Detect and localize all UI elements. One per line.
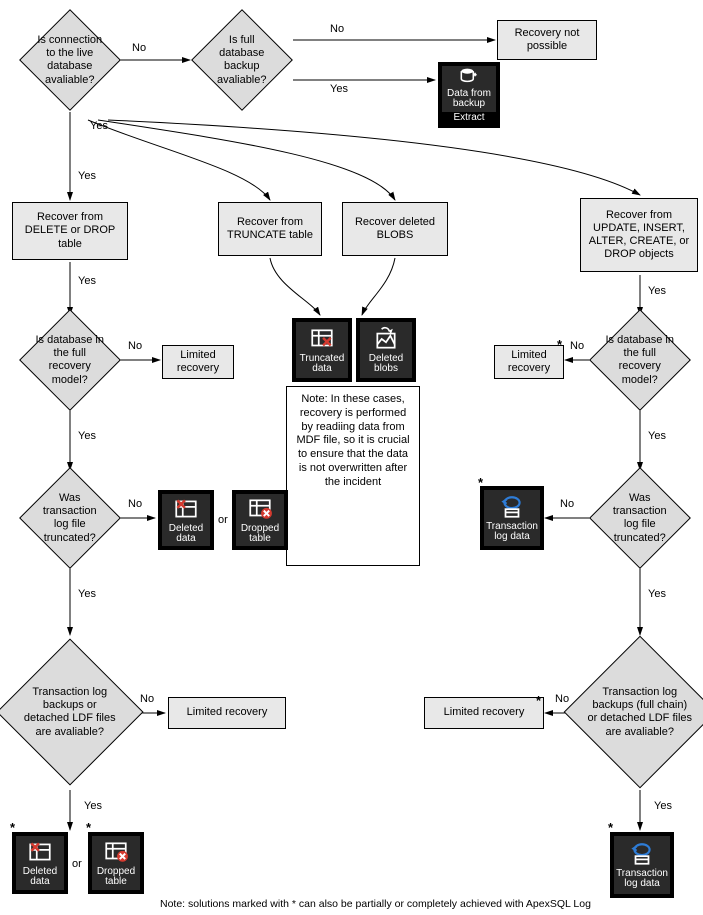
edge-no: No (555, 693, 569, 705)
edge-yes: Yes (78, 588, 96, 600)
edge-yes: Yes (648, 588, 666, 600)
decision-tlb-left-label: Transaction log backups or detached LDF … (19, 686, 121, 739)
icon-deleted-data-1-label: Deleted data (162, 524, 210, 545)
decision-backup: Is full database backup avaliable? (191, 9, 293, 111)
decision-fullmodel-right: Is database in the full recovery model? (589, 309, 691, 411)
icon-truncated-data-label: Truncated data (296, 354, 348, 375)
table-remove-icon (103, 839, 129, 865)
decision-tlb-right: Transaction log backups (full chain) or … (564, 636, 703, 789)
decision-backup-label: Is full database backup avaliable? (207, 34, 277, 87)
icon-dropped-table-2-label: Dropped table (92, 867, 140, 888)
decision-fullmodel-left: Is database in the full recovery model? (19, 309, 121, 411)
transaction-log-icon (629, 841, 655, 867)
limited-recovery-2-label: Limited recovery (187, 706, 268, 719)
or-label: or (72, 858, 82, 870)
asterisk: * (536, 693, 541, 708)
table-x-icon (309, 326, 335, 352)
footnote-text: Note: solutions marked with * can also b… (160, 898, 591, 910)
decision-connection: Is connection to the live database avali… (19, 9, 121, 111)
icon-extract: Data from backup Extract (438, 62, 500, 128)
icon-dropped-table-1-label: Dropped table (236, 524, 284, 545)
path-truncate: Recover from TRUNCATE table (218, 202, 322, 256)
path-delete-drop: Recover from DELETE or DROP table (12, 202, 128, 260)
or-label: or (218, 514, 228, 526)
terminal-not-possible-label: Recovery not possible (502, 27, 592, 53)
edge-no: No (560, 498, 574, 510)
asterisk: * (478, 475, 483, 490)
path-blobs-label: Recover deleted BLOBS (347, 216, 443, 242)
path-truncate-label: Recover from TRUNCATE table (223, 216, 317, 242)
table-remove-icon (247, 496, 273, 522)
icon-txlog-1: Transaction log data (480, 486, 544, 550)
limited-recovery-1: Limited recovery (162, 345, 234, 379)
decision-fullmodel-left-label: Is database in the full recovery model? (35, 334, 105, 387)
decision-truncated-left: Was transaction log file truncated? (19, 467, 121, 569)
image-reload-icon (373, 326, 399, 352)
footnote: Note: solutions marked with * can also b… (160, 898, 591, 910)
icon-txlog-2-label: Transaction log data (614, 869, 670, 890)
icon-deleted-blobs: Deleted blobs (356, 318, 416, 382)
decision-connection-label: Is connection to the live database avali… (35, 34, 105, 87)
icon-extract-label: Data from backup (442, 89, 496, 110)
decision-truncated-right: Was transaction log file truncated? (589, 467, 691, 569)
terminal-not-possible: Recovery not possible (497, 20, 597, 60)
decision-tlb-right-label: Transaction log backups (full chain) or … (587, 686, 693, 739)
mdf-note-text: Note: In these cases, recovery is perfor… (296, 393, 409, 488)
edge-no: No (128, 498, 142, 510)
edge-yes: Yes (78, 275, 96, 287)
path-update: Recover from UPDATE, INSERT, ALTER, CREA… (580, 198, 698, 272)
edge-yes: Yes (654, 800, 672, 812)
edge-yes: Yes (90, 120, 108, 132)
limited-recovery-4: Limited recovery (424, 697, 544, 729)
limited-recovery-1-label: Limited recovery (167, 349, 229, 375)
edge-no: No (128, 340, 142, 352)
asterisk: * (557, 337, 562, 352)
icon-txlog-1-label: Transaction log data (484, 522, 540, 543)
icon-txlog-2: Transaction log data (610, 832, 674, 898)
icon-deleted-data-2: Deleted data (12, 832, 68, 894)
icon-extract-sub: Extract (442, 112, 496, 125)
table-x-small-icon (173, 496, 199, 522)
path-blobs: Recover deleted BLOBS (342, 202, 448, 256)
limited-recovery-3: Limited recovery (494, 345, 564, 379)
icon-dropped-table-1: Dropped table (232, 490, 288, 550)
table-x-small-icon (27, 839, 53, 865)
icon-deleted-data-1: Deleted data (158, 490, 214, 550)
edge-yes: Yes (330, 83, 348, 95)
edge-yes: Yes (648, 430, 666, 442)
mdf-note: Note: In these cases, recovery is perfor… (286, 386, 420, 566)
edge-yes: Yes (78, 170, 96, 182)
edge-no: No (570, 340, 584, 352)
limited-recovery-2: Limited recovery (168, 697, 286, 729)
icon-dropped-table-2: Dropped table (88, 832, 144, 894)
edge-no: No (132, 42, 146, 54)
decision-truncated-right-label: Was transaction log file truncated? (605, 492, 675, 545)
edge-yes: Yes (648, 285, 666, 297)
edge-no: No (330, 23, 344, 35)
icon-deleted-data-2-label: Deleted data (16, 867, 64, 888)
limited-recovery-3-label: Limited recovery (499, 349, 559, 375)
decision-tlb-left: Transaction log backups or detached LDF … (0, 638, 144, 785)
edge-yes: Yes (84, 800, 102, 812)
path-update-label: Recover from UPDATE, INSERT, ALTER, CREA… (585, 209, 693, 262)
database-arrow-icon (456, 66, 482, 87)
limited-recovery-4-label: Limited recovery (444, 706, 525, 719)
icon-deleted-blobs-label: Deleted blobs (360, 354, 412, 375)
path-delete-drop-label: Recover from DELETE or DROP table (17, 211, 123, 251)
edge-no: No (140, 693, 154, 705)
decision-truncated-left-label: Was transaction log file truncated? (35, 492, 105, 545)
icon-truncated-data: Truncated data (292, 318, 352, 382)
edge-yes: Yes (78, 430, 96, 442)
transaction-log-icon (499, 494, 525, 520)
decision-fullmodel-right-label: Is database in the full recovery model? (605, 334, 675, 387)
